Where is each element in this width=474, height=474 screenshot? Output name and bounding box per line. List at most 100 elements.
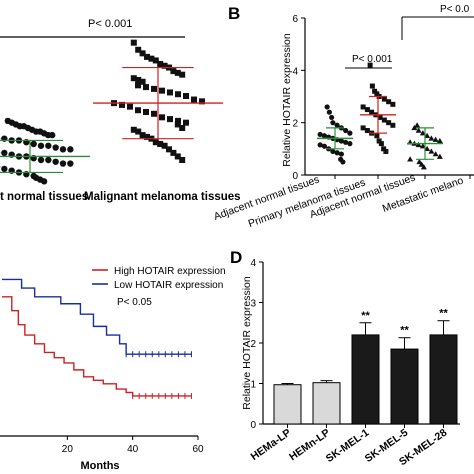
data-point [428, 135, 435, 141]
data-point [436, 137, 443, 144]
significance-stars: ** [400, 325, 409, 337]
data-point [119, 101, 125, 108]
data-point [37, 156, 45, 164]
data-point [330, 120, 336, 126]
data-point [415, 141, 422, 148]
data-point [139, 50, 146, 57]
data-point [135, 128, 142, 135]
significance-label: P< 0.0 [440, 4, 470, 15]
data-point [376, 138, 382, 144]
data-point [152, 57, 159, 64]
data-point [143, 109, 149, 115]
data-point [334, 150, 340, 156]
data-point [143, 84, 149, 91]
x-tick-label: 20 [62, 444, 74, 455]
bar [312, 382, 341, 425]
data-point [419, 143, 426, 149]
bar [351, 334, 380, 425]
panel-c-survival: 20 40 60 Months High HOTAIR expression Low HO… [0, 266, 226, 472]
data-point [167, 89, 173, 96]
x-tick-label: 60 [192, 444, 204, 455]
data-point [179, 71, 186, 78]
data-point [338, 151, 344, 157]
significance-stars: ** [361, 310, 370, 322]
bar [273, 384, 302, 425]
data-point [411, 124, 418, 131]
data-point [347, 130, 353, 136]
y-axis-label: Relative HOTAIR expression [281, 33, 293, 167]
data-point [159, 114, 165, 121]
data-point [130, 75, 137, 82]
data-point [135, 107, 141, 114]
data-point [175, 91, 181, 98]
y-tick-label: 0 [292, 171, 298, 182]
data-point [161, 62, 168, 69]
data-point [330, 148, 336, 155]
data-point [67, 160, 74, 167]
y-tick-label: 6 [292, 14, 298, 25]
data-point [383, 148, 389, 154]
data-point [151, 85, 157, 92]
data-point [157, 61, 164, 67]
data-point [326, 109, 332, 115]
data-point [174, 121, 181, 128]
data-point [174, 69, 181, 76]
data-point [52, 158, 59, 165]
data-point [338, 138, 344, 144]
data-point [360, 125, 366, 131]
data-point [45, 142, 52, 149]
data-point [37, 142, 45, 149]
survival-curve [2, 278, 192, 355]
panel-b-scatter: B 0 2 4 6 Relative HOTAIR expression P< 0.001 P… [212, 4, 474, 230]
x-axis-label: Months [80, 460, 119, 472]
data-point [381, 96, 387, 102]
y-tick-label: 2 [250, 339, 256, 350]
legend-label: High HOTAIR expression [114, 266, 226, 277]
data-point [45, 156, 52, 164]
y-tick-label: 4 [250, 258, 256, 269]
y-axis-label: Relative HOTAIR expression [241, 276, 253, 410]
data-point [381, 146, 387, 152]
data-point [390, 122, 396, 128]
data-point [321, 143, 327, 149]
data-point [139, 78, 146, 85]
data-point [367, 62, 373, 68]
y-tick-label: 4 [292, 66, 298, 77]
data-point [386, 120, 392, 126]
y-tick-label: 3 [250, 299, 256, 310]
data-point [343, 139, 349, 145]
data-point [428, 148, 435, 154]
data-point [407, 156, 414, 162]
data-point [148, 55, 155, 62]
data-point [374, 91, 380, 97]
data-point [135, 46, 142, 53]
data-point [378, 141, 384, 147]
data-point [167, 116, 173, 123]
data-point [179, 157, 186, 163]
data-point [386, 99, 392, 105]
data-point [40, 178, 48, 185]
data-point [340, 159, 346, 165]
data-point [1, 149, 8, 157]
data-point [183, 93, 189, 99]
data-point [152, 139, 159, 146]
data-point [191, 96, 197, 103]
x-tick-label: SK-MEL-1 [324, 427, 372, 465]
significance-stars: ** [439, 308, 448, 320]
significance-label: P< 0.001 [88, 18, 132, 30]
data-point [317, 131, 323, 138]
data-point [418, 161, 425, 167]
data-point [321, 133, 327, 139]
data-point [324, 104, 330, 110]
x-tick-label: HEMa-LP [249, 427, 294, 463]
data-point [432, 151, 439, 157]
panel-letter: D [230, 248, 242, 267]
y-tick-label: 0 [250, 420, 256, 431]
data-point [183, 119, 189, 126]
data-point [151, 110, 157, 117]
data-point [364, 107, 370, 113]
data-point [159, 87, 165, 94]
data-point [414, 122, 421, 128]
